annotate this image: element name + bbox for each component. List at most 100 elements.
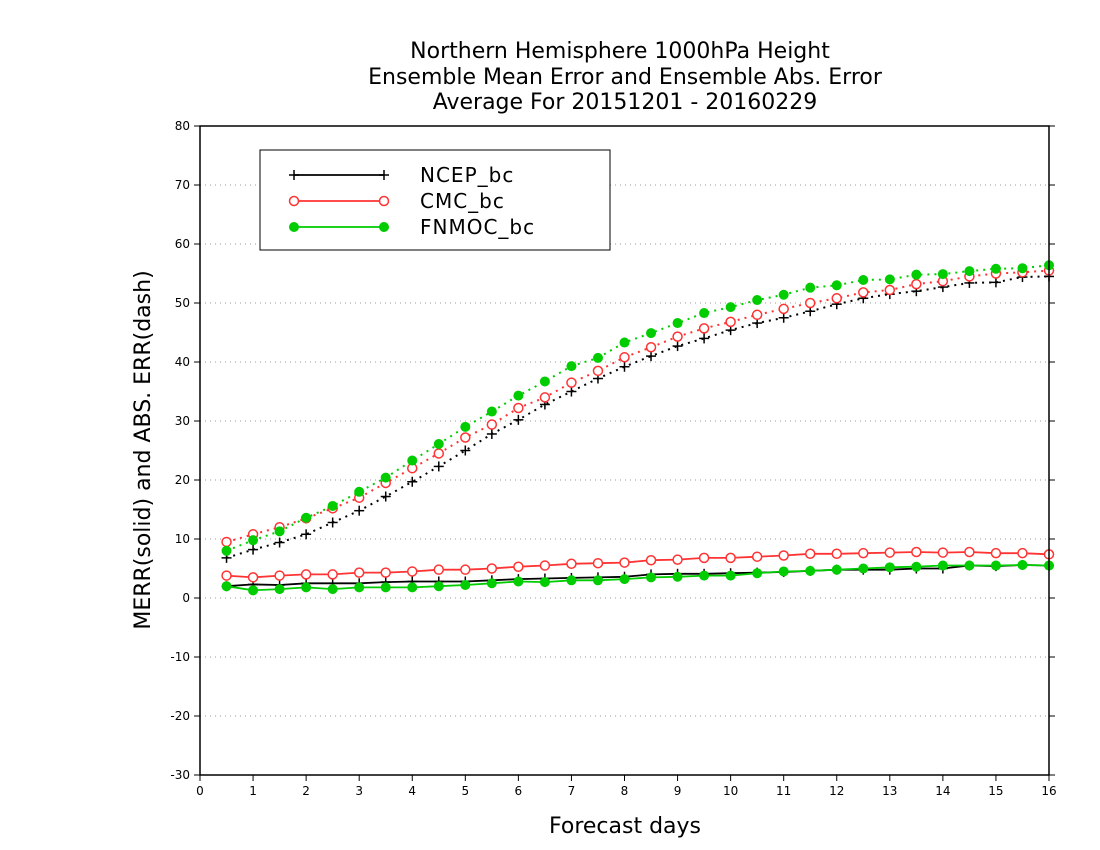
point-cmc-bc-abs-err [884,284,896,296]
point-fnmoc-bc-merr [1017,559,1028,570]
point-ncep-bc-abs-err [778,312,789,323]
x-tick-label: 2 [302,784,310,798]
point-fnmoc-bc-abs-err [699,308,710,319]
x-tick-label: 7 [568,784,576,798]
point-ncep-bc-abs-err [407,476,418,487]
point-ncep-bc-abs-err [646,351,657,362]
point-fnmoc-bc-merr [778,566,789,577]
point-cmc-bc-abs-err [592,365,604,377]
x-tick-label: 4 [408,784,416,798]
legend-marker-fnmoc-bc [289,222,299,232]
point-cmc-bc-merr [937,547,949,558]
legend-marker-cmc-bc [288,195,300,207]
grid [200,184,1049,717]
point-fnmoc-bc-abs-err [937,269,948,280]
series-ncep-bc [221,271,1054,592]
point-cmc-bc-merr [751,551,763,562]
line-ncep-bc-abs-err [226,275,1050,559]
point-cmc-bc-merr [884,547,896,558]
point-cmc-bc-merr [672,554,683,565]
point-fnmoc-bc-abs-err [274,526,285,537]
legend-label-cmc-bc: CMC_bc [420,189,505,213]
point-cmc-bc-abs-err [751,309,763,321]
point-cmc-bc-merr [221,570,232,581]
point-fnmoc-bc-abs-err [513,390,524,401]
line-cmc-bc-abs-err [226,269,1050,543]
point-fnmoc-bc-abs-err [884,274,895,285]
point-fnmoc-bc-abs-err [672,318,683,329]
point-fnmoc-bc-abs-err [725,302,736,313]
legend-item-fnmoc-bc: FNMOC_bc [289,215,534,239]
point-fnmoc-bc-abs-err [592,352,603,363]
point-fnmoc-bc-merr [460,580,471,591]
point-cmc-bc-abs-err [460,432,471,443]
point-ncep-bc-abs-err [460,445,471,456]
point-fnmoc-bc-abs-err [1017,263,1028,274]
point-fnmoc-bc-abs-err [831,280,842,291]
point-cmc-bc-abs-err [672,331,683,342]
point-cmc-bc-merr [380,567,391,578]
y-tick-label: -30 [170,768,190,782]
x-tick-label: 15 [988,784,1003,798]
point-cmc-bc-merr [858,547,869,559]
title-line-3: Average For 20151201 - 20160229 [433,90,818,115]
point-cmc-bc-merr [513,561,524,572]
point-fnmoc-bc-merr [407,582,418,593]
point-cmc-bc-merr [460,564,471,575]
y-tick-label: 40 [175,355,190,369]
legend-label-ncep-bc: NCEP_bc [420,163,514,187]
y-tick-label: 50 [175,296,190,310]
point-fnmoc-bc-abs-err [646,328,657,339]
point-cmc-bc-merr [990,547,1002,559]
point-fnmoc-bc-merr [327,584,338,595]
title-line-2: Ensemble Mean Error and Ensemble Abs. Er… [368,65,883,90]
series-fnmoc-bc [221,260,1054,596]
chart-title: Northern Hemisphere 1000hPa Height Ensem… [368,39,883,115]
point-cmc-bc-abs-err [804,297,816,309]
point-fnmoc-bc-abs-err [354,486,365,497]
y-tick-label: -20 [170,709,190,723]
point-ncep-bc-abs-err [990,277,1001,288]
point-fnmoc-bc-merr [752,568,763,579]
point-fnmoc-bc-merr [990,560,1001,571]
point-cmc-bc-merr [486,563,498,574]
point-fnmoc-bc-abs-err [460,421,471,432]
point-cmc-bc-abs-err [566,377,577,388]
point-fnmoc-bc-merr [619,574,630,585]
point-ncep-bc-abs-err [513,414,524,425]
point-ncep-bc-abs-err [486,428,497,439]
point-cmc-bc-merr [353,567,365,578]
point-fnmoc-bc-merr [831,564,842,575]
point-cmc-bc-abs-err [831,293,842,304]
point-cmc-bc-abs-err [858,287,869,298]
point-cmc-bc-merr [698,552,710,564]
point-fnmoc-bc-abs-err [778,289,789,300]
y-tick-label: 10 [175,532,190,546]
point-fnmoc-bc-merr [486,578,497,589]
point-fnmoc-bc-merr [725,570,736,581]
x-axis-label: Forecast days [549,814,701,839]
point-ncep-bc-abs-err [380,491,391,502]
point-cmc-bc-merr [1017,547,1028,559]
y-tick-label: 30 [175,414,190,428]
point-cmc-bc-merr [592,557,604,569]
point-fnmoc-bc-merr [301,582,312,593]
line-ncep-bc-merr [226,564,1050,588]
x-tick-label: 5 [461,784,469,798]
point-fnmoc-bc-abs-err [990,263,1001,274]
point-fnmoc-bc-abs-err [407,455,418,466]
y-tick-label: 20 [175,473,190,487]
point-cmc-bc-merr [778,550,789,561]
point-fnmoc-bc-merr [937,560,948,571]
point-fnmoc-bc-merr [911,561,922,572]
point-cmc-bc-merr [619,557,630,568]
point-cmc-bc-merr [247,572,259,583]
series-cmc-bc [221,265,1055,583]
point-cmc-bc-merr [539,560,551,571]
point-fnmoc-bc-merr [380,582,391,593]
point-cmc-bc-abs-err [725,316,736,328]
x-tick-label: 16 [1041,784,1056,798]
point-ncep-bc-abs-err [619,361,630,372]
